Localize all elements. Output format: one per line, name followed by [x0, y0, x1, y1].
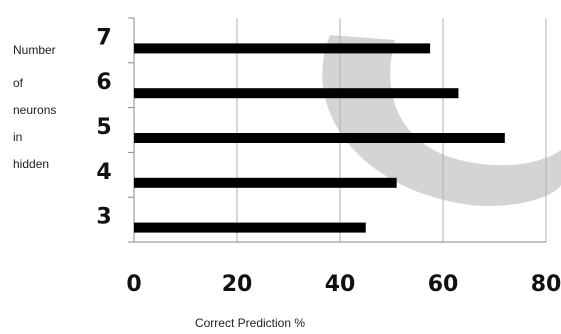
gridlines: [236, 18, 547, 242]
bars: [134, 43, 505, 233]
bar: [134, 43, 431, 54]
axes: [128, 17, 546, 243]
y-tick-label: 4: [96, 160, 111, 185]
y-axis-title-line: neurons: [13, 103, 56, 117]
y-tick-label: 7: [96, 25, 111, 50]
y-axis-title: Number of neurons in hidden: [13, 43, 56, 171]
watermark-arc: [322, 35, 561, 206]
y-tick-label: 5: [96, 115, 111, 140]
x-tick-labels: 0 20 40 60 80: [126, 272, 561, 297]
bar: [134, 88, 459, 99]
x-axis-title: Correct Prediction %: [195, 316, 305, 330]
y-axis-title-line: in: [13, 130, 22, 144]
y-axis-title-line: Number: [13, 43, 56, 57]
y-axis-title-line: of: [13, 76, 24, 90]
x-tick-label: 60: [428, 272, 459, 297]
x-tick-label: 0: [126, 272, 141, 297]
y-axis-title-line: hidden: [13, 157, 49, 171]
bar: [134, 177, 397, 188]
x-tick-label: 40: [325, 272, 356, 297]
bar: [134, 133, 505, 143]
y-tick-labels: 3 4 5 6 7: [96, 25, 111, 229]
bar: [134, 222, 366, 233]
y-tick-label: 6: [96, 70, 111, 95]
x-tick-label: 20: [222, 272, 253, 297]
x-tick-label: 80: [531, 272, 561, 297]
y-tick-label: 3: [96, 205, 111, 230]
